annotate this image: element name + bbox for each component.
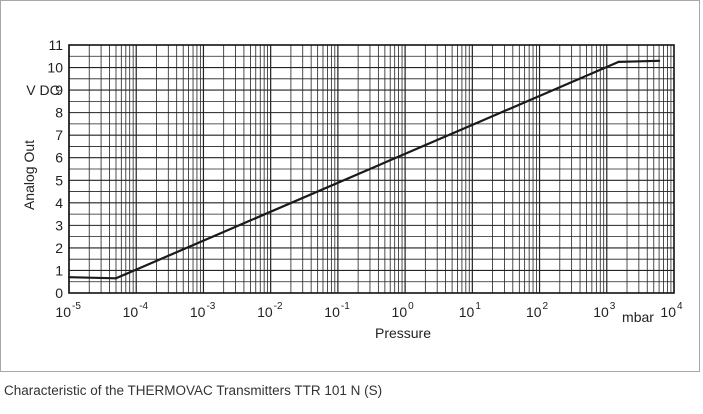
y-tick-label: 4 (55, 195, 63, 211)
x-tick-label: 10 -4 (123, 301, 149, 320)
y-tick-label: 7 (55, 127, 63, 143)
x-tick-label: 10 2 (526, 301, 549, 320)
x-tick-base: 10 (392, 304, 408, 320)
x-tick-exponent: 1 (475, 301, 481, 312)
x-axis-label: Pressure (375, 325, 431, 341)
grid-minor (69, 45, 674, 293)
x-tick-exponent: -3 (206, 301, 215, 312)
x-tick-exponent: -4 (139, 301, 148, 312)
x-tick-exponent: -2 (274, 301, 283, 312)
x-tick-exponent: -1 (341, 301, 350, 312)
x-tick-exponent: -5 (72, 301, 81, 312)
x-tick-label: 10 4 (660, 301, 683, 320)
y-tick-label: 1 (55, 262, 63, 278)
x-tick-label: 10 -2 (257, 301, 283, 320)
x-tick-exponent: 0 (408, 301, 414, 312)
x-tick-base: 10 (459, 304, 475, 320)
y-tick-label: 9 (55, 82, 63, 98)
x-tick-base: 10 (123, 304, 139, 320)
series-point (617, 60, 620, 64)
x-tick-base: 10 (526, 304, 542, 320)
x-tick-base: 10 (324, 304, 340, 320)
series-line (68, 59, 660, 280)
y-tick-label: 10 (47, 60, 63, 76)
x-tick-base: 10 (593, 304, 609, 320)
x-tick-label: 10 -5 (55, 301, 81, 320)
x-tick-label: 10 -1 (324, 301, 350, 320)
x-tick-label: 10 3 (593, 301, 616, 320)
y-tick-label: 2 (55, 240, 63, 256)
series-points (67, 59, 661, 280)
x-tick-label: 10 1 (459, 301, 482, 320)
x-tick-exponent: 4 (677, 301, 683, 312)
y-tick-labels: 0 1 2 3 4 5 6 7 8 9 10 11 (47, 37, 63, 301)
y-axis-label: Analog Out (21, 140, 37, 210)
series-point (657, 59, 661, 62)
x-tick-base: 10 (257, 304, 273, 320)
series-point (114, 277, 118, 280)
x-tick-label: 10 -3 (190, 301, 216, 320)
x-tick-labels: 10 -5 10 -4 10 -3 10 -2 10 -1 10 0 10 1 10 2 10 3 10 4 (55, 301, 683, 320)
x-tick-exponent: 3 (610, 301, 616, 312)
y-tick-label: 5 (55, 172, 63, 188)
y-tick-label: 8 (55, 105, 63, 121)
y-unit-label: V DC (26, 82, 59, 98)
x-tick-label: 10 0 (392, 301, 415, 320)
y-tick-label: 3 (55, 217, 63, 233)
y-tick-label: 0 (55, 285, 63, 301)
chart-frame: 0 1 2 3 4 5 6 7 8 9 10 11 10 -5 10 -4 10 -3 10 -2 10 -1 10 0 10… (0, 0, 700, 372)
series-point (67, 276, 71, 279)
x-tick-exponent: 2 (543, 301, 549, 312)
x-tick-base: 10 (190, 304, 206, 320)
figure-caption: Characteristic of the THERMOVAC Transmit… (4, 383, 383, 398)
x-unit-label: mbar (622, 309, 654, 325)
plot-border (68, 44, 675, 294)
y-tick-label: 11 (48, 37, 63, 53)
x-tick-base: 10 (55, 304, 71, 320)
x-tick-base: 10 (660, 304, 676, 320)
y-tick-label: 6 (55, 150, 63, 166)
